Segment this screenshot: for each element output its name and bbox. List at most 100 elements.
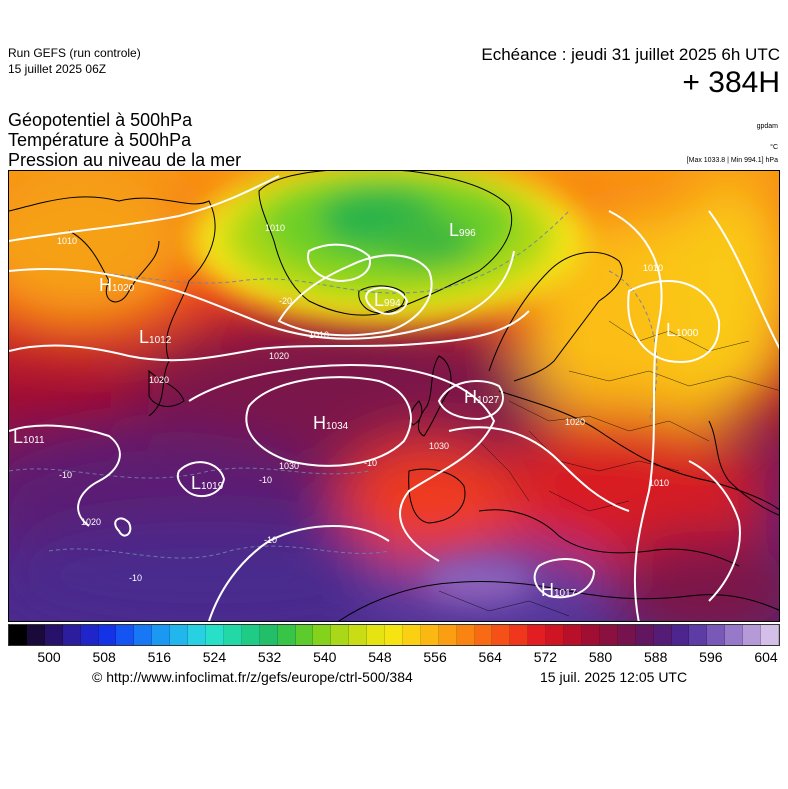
colorbar-swatch [44, 625, 63, 645]
colorbar-swatch [98, 625, 117, 645]
colorbar-swatch [420, 625, 439, 645]
colorbar-swatch [205, 625, 224, 645]
colorbar-swatch [80, 625, 99, 645]
colorbar-swatch [438, 625, 457, 645]
colorbar-swatch [725, 625, 744, 645]
colorbar-swatch [188, 625, 206, 645]
colorbar-tick-label: 508 [92, 649, 116, 665]
pressure-minmax: [Max 1033.8 | Min 994.1] hPa [686, 157, 778, 164]
isobar-label: 1020 [81, 517, 101, 527]
colorbar-tick-label: 516 [147, 649, 171, 665]
colorbar-swatch [241, 625, 260, 645]
colorbar-swatch [707, 625, 726, 645]
unit-temperature: °C [770, 144, 778, 151]
pressure-center-north-sea: H1027 [464, 387, 500, 407]
colorbar-swatch [582, 625, 600, 645]
valid-time: Echéance : jeudi 31 juillet 2025 6h UTC [481, 45, 780, 64]
map-canvas: 1010 1010 1010 1010 1020 1020 1020 1030 … [9, 171, 779, 621]
colorbar-swatch [689, 625, 708, 645]
isobar-label: 1010 [309, 330, 329, 340]
colorbar-tick-label: 604 [754, 649, 778, 665]
isobar-label: 1030 [429, 441, 449, 451]
colorbar-tick-label: 548 [368, 649, 392, 665]
colorbar-swatch [761, 625, 779, 645]
isotherm-label: -10 [129, 573, 142, 583]
colorbar-swatch [617, 625, 636, 645]
isobar-label: 1030 [279, 461, 299, 471]
colorbar-swatch [671, 625, 690, 645]
colorbar-swatch [116, 625, 135, 645]
isotherm-label: -10 [364, 458, 377, 468]
colorbar-tick-label: 524 [202, 649, 227, 665]
pressure-center-west-atlantic: L1011 [13, 427, 45, 447]
colorbar-tick-label: 564 [478, 649, 502, 665]
colorbar-swatch [134, 625, 153, 645]
isobar-label: 1020 [269, 351, 289, 361]
pressure-center-labrador: H1020 [99, 275, 135, 295]
source-credit: © http://www.infoclimat.fr/z/gefs/europe… [92, 669, 413, 685]
colorbar-swatch [331, 625, 350, 645]
colorbar-swatch [510, 625, 529, 645]
colorbar-swatch [653, 625, 672, 645]
colorbar-swatch [223, 625, 242, 645]
pressure-center-newfoundland: L1012 [139, 327, 172, 347]
pressure-center-western-russia: L1000 [666, 320, 699, 340]
colorbar-swatch [313, 625, 332, 645]
isobars [9, 175, 779, 621]
generation-time: 15 juil. 2025 12:05 UTC [540, 669, 688, 685]
colorbar-swatch [564, 625, 582, 645]
isobar-labels: 1010 1010 1010 1010 1020 1020 1020 1030 … [57, 223, 669, 527]
pressure-centers: H1020 L1012 L1011 L996 L994 L1000 H1034 … [13, 220, 699, 600]
isotherm-label: -10 [59, 470, 72, 480]
colorbar-swatch [152, 625, 171, 645]
colorbar-swatch [546, 625, 565, 645]
geopotential-field [9, 171, 779, 621]
colorbar-swatch [743, 625, 762, 645]
isotherm-label: -20 [279, 296, 292, 306]
colorbar-swatch [349, 625, 368, 645]
run-title: Run GEFS (run controle) [8, 46, 141, 60]
colorbar-swatch [9, 625, 27, 645]
parameter-temperature: Température à 500hPa [8, 130, 192, 150]
lead-time: + 384H [682, 66, 780, 99]
colorbar-tick-label: 572 [533, 649, 558, 665]
colorbar-tick-label: 540 [313, 649, 337, 665]
colorbar-swatch [528, 625, 547, 645]
isobar-label: 1010 [57, 236, 77, 246]
colorbar-tick-label: 596 [699, 649, 723, 665]
colorbar-swatch [170, 625, 189, 645]
colorbar-swatch [259, 625, 278, 645]
colorbar-labels: 500 508 516 524 532 540 548 556 564 572 580 588 596 6… [0, 649, 788, 667]
colorbar-swatch [402, 625, 421, 645]
colorbar-swatch [367, 625, 386, 645]
pressure-center-libya: H1017 [541, 580, 577, 600]
run-date: 15 juillet 2025 06Z [8, 62, 107, 76]
pressure-center-central-atlantic: H1034 [313, 413, 349, 433]
weather-map: 1010 1010 1010 1010 1020 1020 1020 1030 … [8, 170, 780, 622]
isobar-label: 1020 [565, 417, 585, 427]
colorbar-tick-label: 588 [644, 649, 668, 665]
parameter-pressure: Pression au niveau de la mer [8, 150, 242, 170]
isotherm-label: -10 [264, 535, 277, 545]
parameter-geopotential: Géopotentiel à 500hPa [8, 110, 193, 130]
isobar-label: 1010 [265, 223, 285, 233]
pressure-center-azores-southwest: L1019 [191, 473, 224, 493]
isobar-label: 1010 [649, 478, 669, 488]
colorbar-swatch [62, 625, 81, 645]
colorbar-swatch [26, 625, 45, 645]
colorbar [8, 624, 780, 646]
colorbar-swatch [385, 625, 403, 645]
colorbar-tick-label: 500 [37, 649, 61, 665]
colorbar-swatch [599, 625, 618, 645]
colorbar-swatch [474, 625, 493, 645]
colorbar-swatch [492, 625, 511, 645]
colorbar-swatch [277, 625, 296, 645]
isobar-label: 1010 [643, 263, 663, 273]
pressure-center-east-greenland: L996 [449, 220, 476, 240]
isotherm-labels: -20 -10 -10 -10 -10 -10 [59, 296, 377, 583]
colorbar-swatch [295, 625, 314, 645]
country-borders [438, 320, 779, 617]
colorbar-tick-label: 532 [257, 649, 282, 665]
colorbar-swatch [456, 625, 475, 645]
colorbar-tick-label: 580 [588, 649, 613, 665]
